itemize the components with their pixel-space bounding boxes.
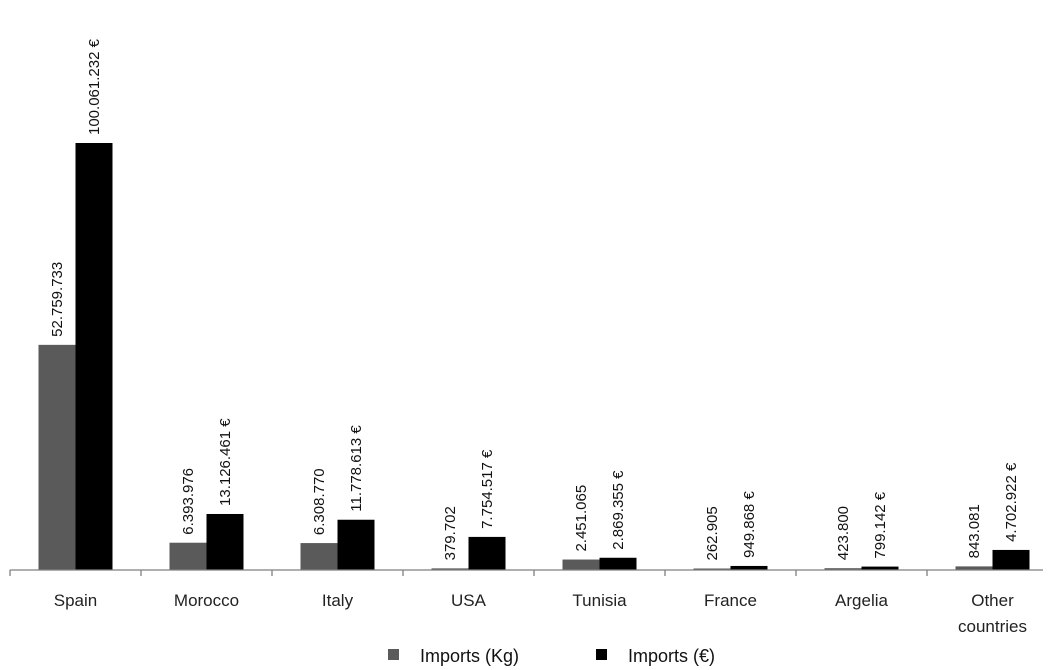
bar-eur-italy xyxy=(337,519,375,570)
bar-kg-italy xyxy=(300,543,338,570)
value-labels-group: 52.759.733 100.061.232 € 6.393.976 13.126.4… xyxy=(49,38,1020,560)
bar-eur-spain xyxy=(75,143,113,570)
bar-kg-spain xyxy=(38,344,76,570)
category-label-tunisia: Tunisia xyxy=(572,591,627,610)
category-label-france: France xyxy=(704,591,757,610)
value-label-eur-argelia: 799.142 € xyxy=(872,491,889,558)
value-label-eur-usa: 7.754.517 € xyxy=(479,449,496,529)
value-label-eur-morocco: 13.126.461 € xyxy=(217,418,234,506)
bar-kg-argelia xyxy=(824,568,862,570)
x-axis-ticks xyxy=(9,570,928,576)
bar-eur-france xyxy=(730,565,768,570)
value-label-eur-italy: 11.778.613 € xyxy=(348,425,365,512)
category-label-italy: Italy xyxy=(322,591,354,610)
category-label-morocco: Morocco xyxy=(174,591,239,610)
legend-label-kg: Imports (Kg) xyxy=(420,646,519,666)
value-label-kg-tunisia: 2.451.065 xyxy=(573,485,590,552)
value-label-kg-other-countries: 843.081 xyxy=(966,504,983,558)
category-label-usa: USA xyxy=(451,591,487,610)
value-label-eur-tunisia: 2.869.355 € xyxy=(610,470,627,550)
legend-label-eur: Imports (€) xyxy=(628,646,715,666)
value-label-kg-morocco: 6.393.976 xyxy=(180,468,197,535)
bar-eur-argelia xyxy=(861,566,899,570)
bars-group xyxy=(38,143,1030,570)
legend-swatch-kg xyxy=(388,649,399,660)
value-label-kg-france: 262.905 xyxy=(704,506,721,560)
category-label-spain: Spain xyxy=(54,591,97,610)
value-label-kg-spain: 52.759.733 xyxy=(49,262,66,337)
bar-kg-tunisia xyxy=(562,559,600,570)
legend-swatch-eur xyxy=(596,649,607,660)
bar-kg-france xyxy=(693,568,731,570)
bar-kg-other-countries xyxy=(955,566,993,570)
legend: Imports (Kg) Imports (€) xyxy=(388,646,715,666)
value-label-eur-other-countries: 4.702.922 € xyxy=(1003,462,1020,542)
bar-eur-usa xyxy=(468,536,506,570)
value-label-kg-usa: 379.702 xyxy=(442,506,459,560)
value-label-kg-argelia: 423.800 xyxy=(835,506,852,560)
category-labels-group: Spain Morocco Italy USA Tunisia France Argelia… xyxy=(54,591,1027,636)
bar-eur-tunisia xyxy=(599,557,637,570)
bar-eur-morocco xyxy=(206,513,244,570)
value-label-eur-france: 949.868 € xyxy=(741,491,758,558)
bar-eur-other-countries xyxy=(992,549,1030,570)
bar-kg-morocco xyxy=(169,542,207,570)
category-label-other-countries: Other countries xyxy=(958,591,1027,636)
category-label-argelia: Argelia xyxy=(835,591,888,610)
value-label-kg-italy: 6.308.770 xyxy=(311,468,328,535)
bar-kg-usa xyxy=(431,568,469,570)
value-label-eur-spain: 100.061.232 € xyxy=(86,38,103,135)
